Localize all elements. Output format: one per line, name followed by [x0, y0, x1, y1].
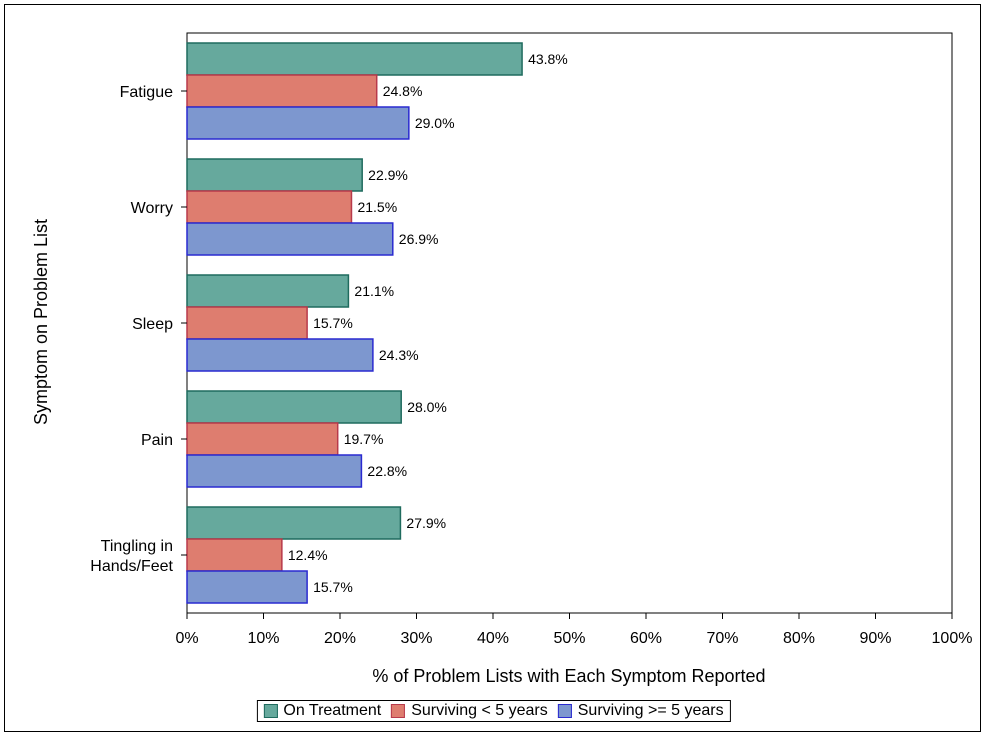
bar — [186, 454, 363, 488]
legend-label-on-treatment: On Treatment — [283, 702, 382, 719]
bar — [186, 106, 410, 140]
y-tick-label: Worry — [131, 200, 173, 217]
data-label: 22.8% — [367, 463, 407, 479]
x-tick-label: 90% — [859, 630, 891, 647]
data-label: 21.1% — [354, 283, 394, 299]
x-tick-label: 30% — [400, 630, 432, 647]
data-label: 21.5% — [357, 199, 397, 215]
x-tick-label: 0% — [175, 630, 198, 647]
bar — [186, 570, 308, 604]
x-tick-label: 60% — [630, 630, 662, 647]
x-tick-label: 20% — [324, 630, 356, 647]
y-axis-title: Symptom on Problem List — [31, 219, 51, 425]
data-label: 19.7% — [344, 431, 384, 447]
bar — [186, 506, 402, 540]
bar — [186, 74, 378, 108]
legend: On Treatment Surviving < 5 years Survivi… — [256, 700, 731, 722]
bar — [186, 158, 363, 192]
data-label: 28.0% — [407, 399, 447, 415]
data-label: 26.9% — [399, 231, 439, 247]
x-tick-label: 50% — [553, 630, 585, 647]
bar — [186, 422, 339, 456]
y-tick-label: Pain — [141, 432, 173, 449]
bar — [186, 306, 308, 340]
bar — [186, 338, 374, 372]
x-tick-label: 80% — [783, 630, 815, 647]
legend-swatch-on-treatment — [263, 704, 278, 718]
legend-swatch-surviving-under-5 — [391, 704, 406, 718]
data-label: 27.9% — [406, 515, 446, 531]
bar — [186, 538, 283, 572]
y-tick-label: Tingling in — [101, 538, 173, 555]
x-axis-title: % of Problem Lists with Each Symptom Rep… — [372, 666, 765, 686]
x-tick-label: 70% — [706, 630, 738, 647]
bar — [186, 390, 402, 424]
legend-item-on-treatment: On Treatment — [263, 702, 381, 720]
bar — [186, 190, 353, 224]
x-tick-label: 10% — [247, 630, 279, 647]
x-tick-label: 40% — [477, 630, 509, 647]
data-label: 43.8% — [528, 51, 568, 67]
legend-swatch-surviving-5-plus — [557, 704, 572, 718]
data-label: 29.0% — [415, 115, 455, 131]
data-label: 15.7% — [313, 579, 353, 595]
y-tick-label: Hands/Feet — [90, 558, 173, 575]
bar — [186, 42, 523, 76]
y-tick-label: Fatigue — [120, 84, 173, 101]
bar — [186, 274, 350, 308]
legend-item-surviving-under-5: Surviving < 5 years — [391, 702, 548, 720]
bar — [186, 222, 394, 256]
y-tick-label: Sleep — [132, 316, 173, 333]
data-label: 24.3% — [379, 347, 419, 363]
data-label: 15.7% — [313, 315, 353, 331]
legend-label-surviving-5-plus: Surviving >= 5 years — [577, 702, 724, 719]
legend-label-surviving-under-5: Surviving < 5 years — [411, 702, 548, 719]
x-tick-label: 100% — [932, 630, 973, 647]
data-label: 12.4% — [288, 547, 328, 563]
legend-item-surviving-5-plus: Surviving >= 5 years — [557, 702, 724, 720]
data-label: 24.8% — [383, 83, 423, 99]
data-label: 22.9% — [368, 167, 408, 183]
